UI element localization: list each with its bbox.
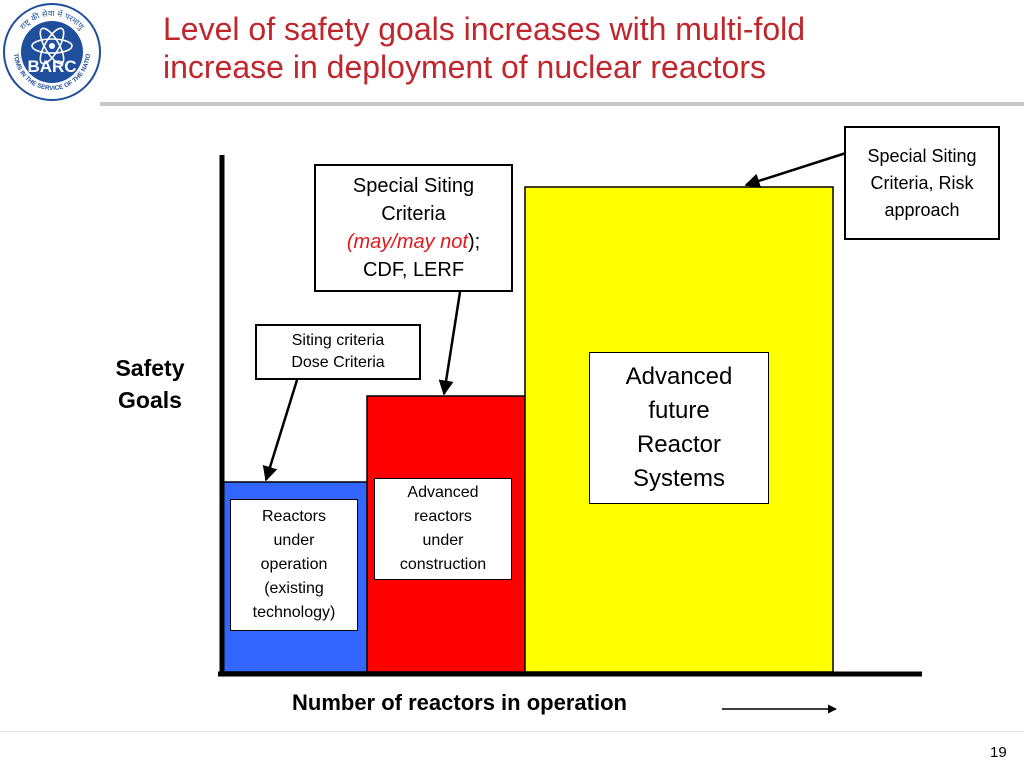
title-line-2: increase in deployment of nuclear reacto… xyxy=(163,49,766,85)
label-advanced-future-systems: Advanced future Reactor Systems xyxy=(589,352,769,504)
label-reactors-under-operation: Reactors under operation (existing techn… xyxy=(230,499,358,631)
callout-siting-dose-criteria: Siting criteria Dose Criteria xyxy=(255,324,421,380)
header-divider xyxy=(100,102,1024,106)
page-number: 19 xyxy=(990,744,1007,761)
footer-divider xyxy=(0,731,1024,732)
label-advanced-under-construction: Advanced reactors under construction xyxy=(374,478,512,580)
slide-header: BARC राष्ट्र की सेवा में परमाणु ATOMS IN… xyxy=(0,0,1024,106)
y-axis-label: Safety Goals xyxy=(115,355,185,413)
callout-special-siting-risk-approach: Special Siting Criteria, Risk approach xyxy=(844,126,1000,240)
atom-icon xyxy=(31,27,73,65)
slide-title: Level of safety goals increases with mul… xyxy=(163,10,1013,86)
arrow-siting-dose xyxy=(262,379,299,482)
title-line-1: Level of safety goals increases with mul… xyxy=(163,11,806,47)
x-axis-label: Number of reactors in operation xyxy=(292,690,627,715)
arrow-special-cdf xyxy=(438,291,462,396)
arrow-special-risk xyxy=(744,151,847,189)
may-may-not-text: (may/may not xyxy=(346,231,468,253)
logo-name: BARC xyxy=(27,57,76,76)
callout-special-siting-cdf-lerf: Special Siting Criteria (may/may not); C… xyxy=(314,164,513,292)
barc-logo: BARC राष्ट्र की सेवा में परमाणु ATOMS IN… xyxy=(2,2,101,101)
